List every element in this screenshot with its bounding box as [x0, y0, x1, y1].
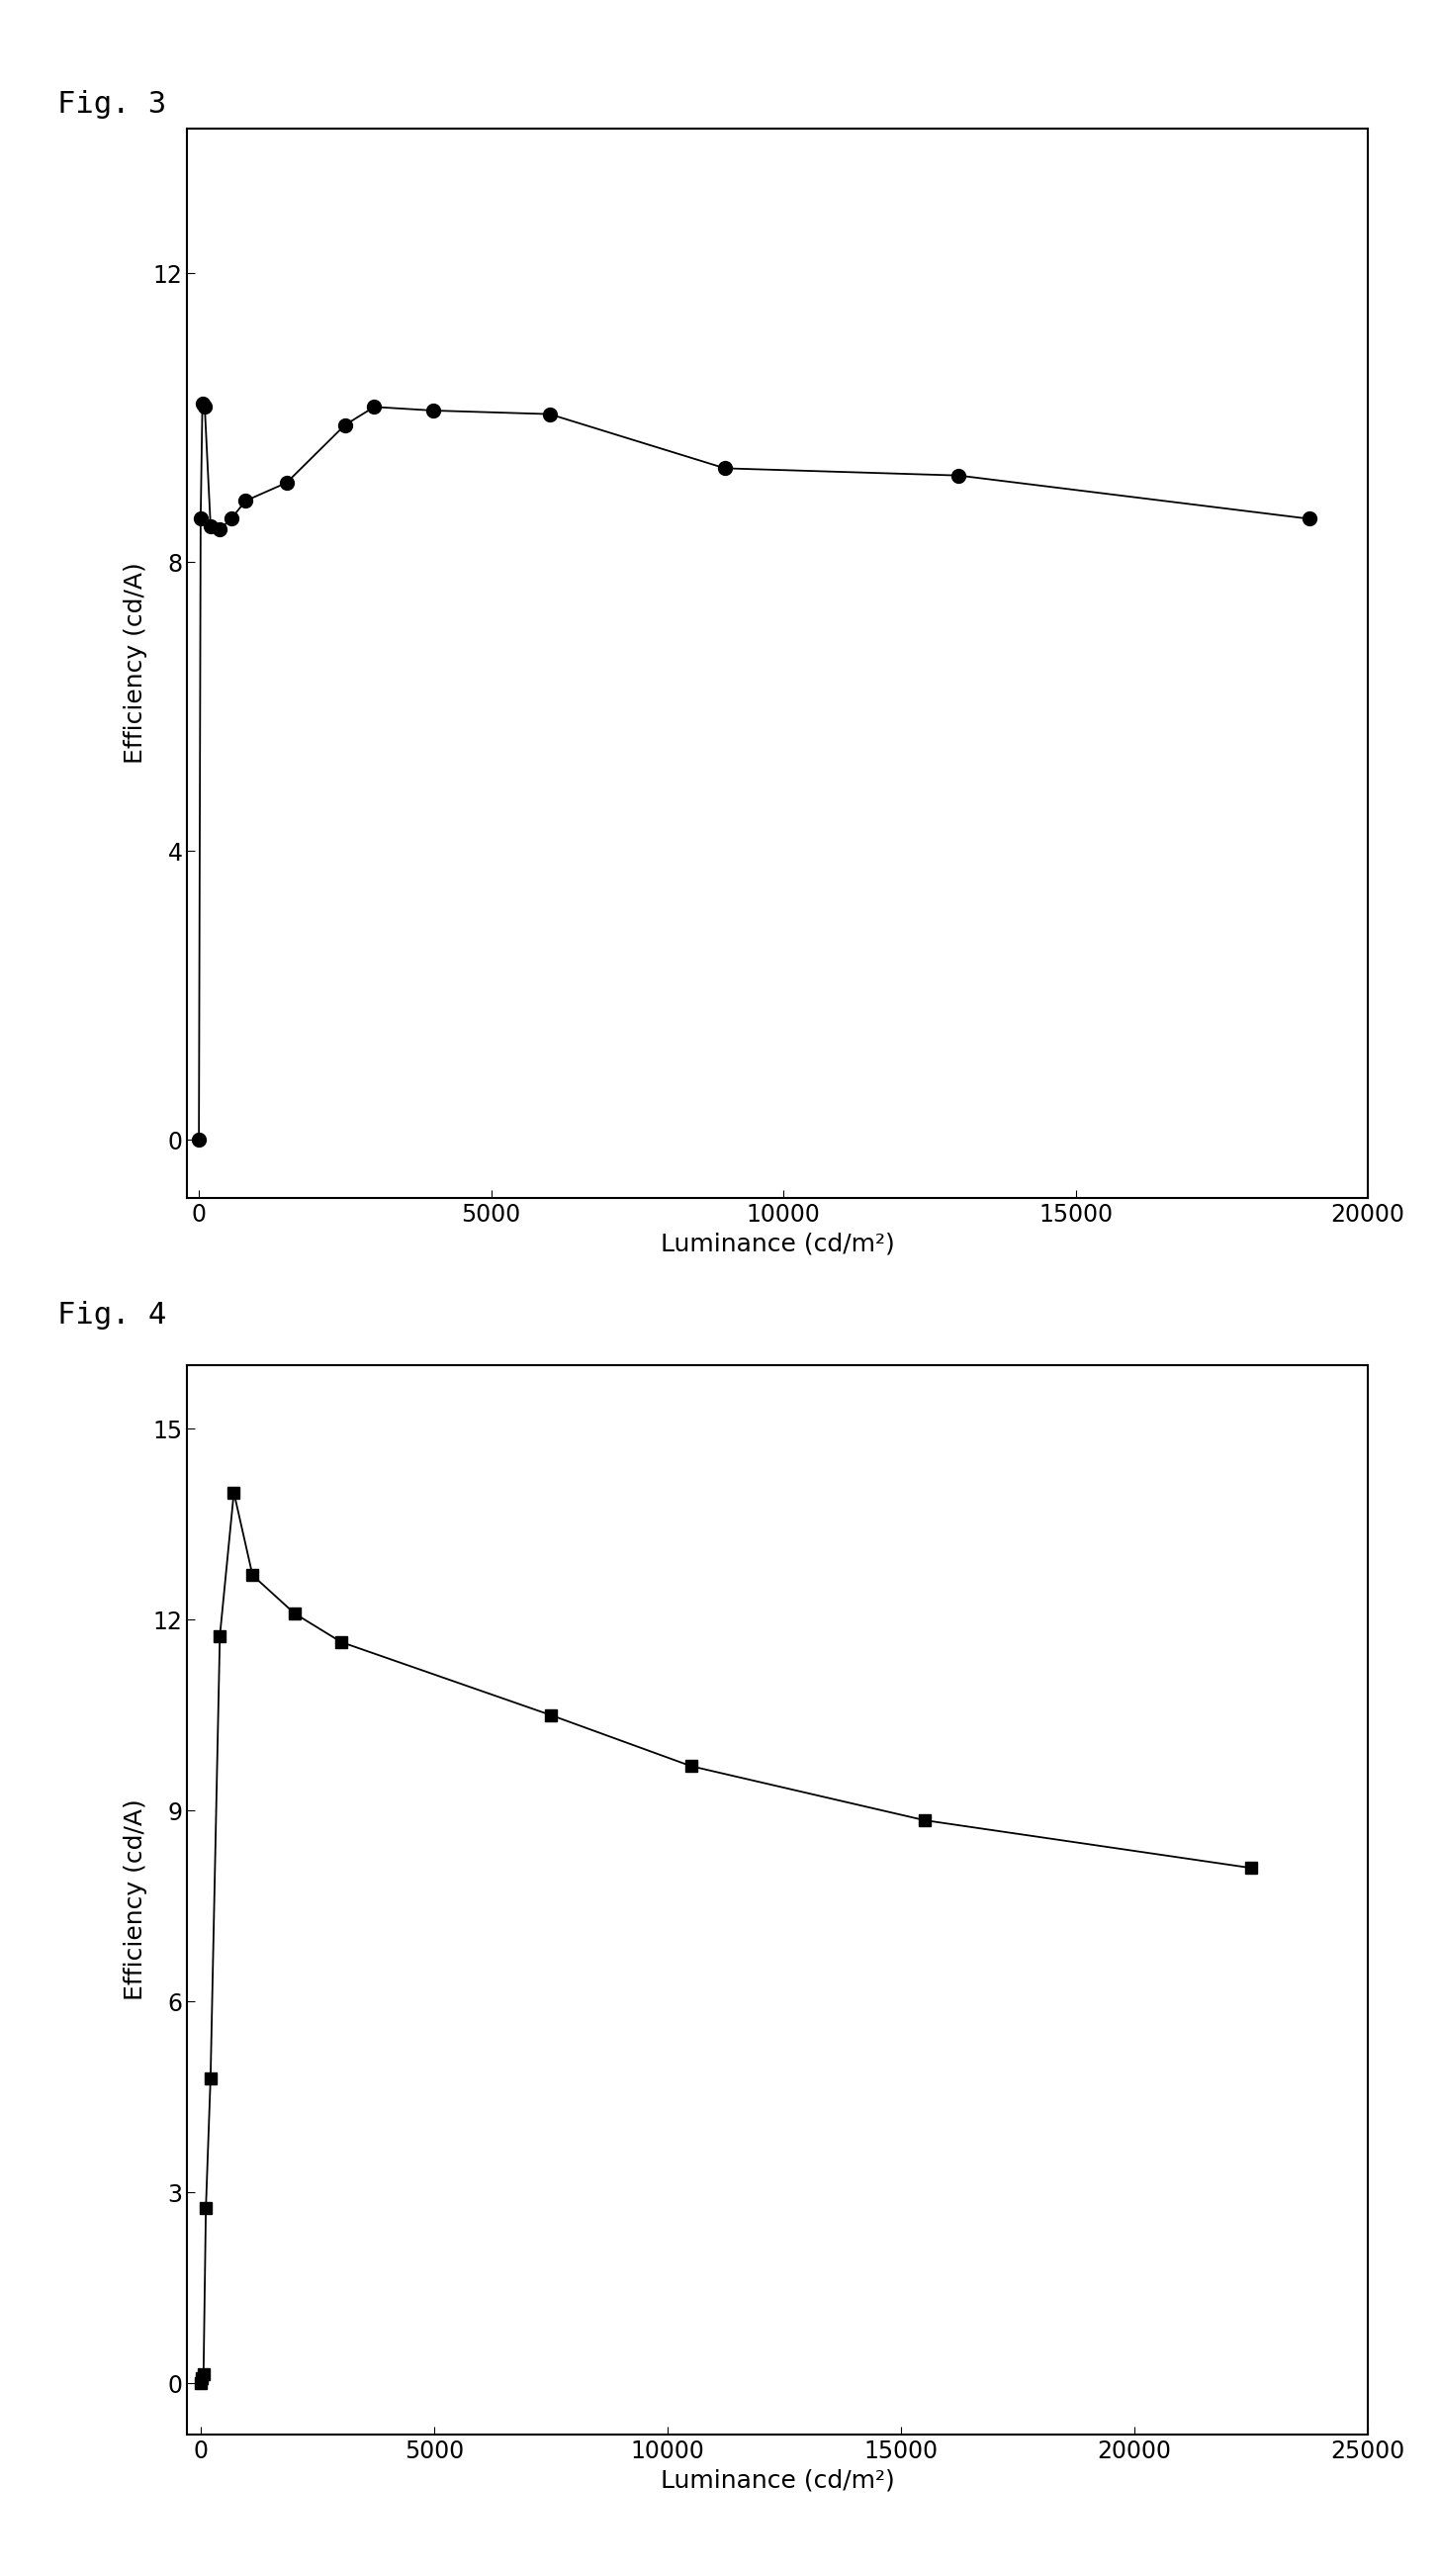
X-axis label: Luminance (cd/m²): Luminance (cd/m²) [661, 2468, 894, 2491]
Text: Fig. 4: Fig. 4 [58, 1301, 167, 1329]
Y-axis label: Efficiency (cd/A): Efficiency (cd/A) [124, 562, 147, 765]
X-axis label: Luminance (cd/m²): Luminance (cd/m²) [661, 1231, 894, 1255]
Y-axis label: Efficiency (cd/A): Efficiency (cd/A) [124, 1798, 147, 2002]
Text: Fig. 3: Fig. 3 [58, 90, 167, 118]
